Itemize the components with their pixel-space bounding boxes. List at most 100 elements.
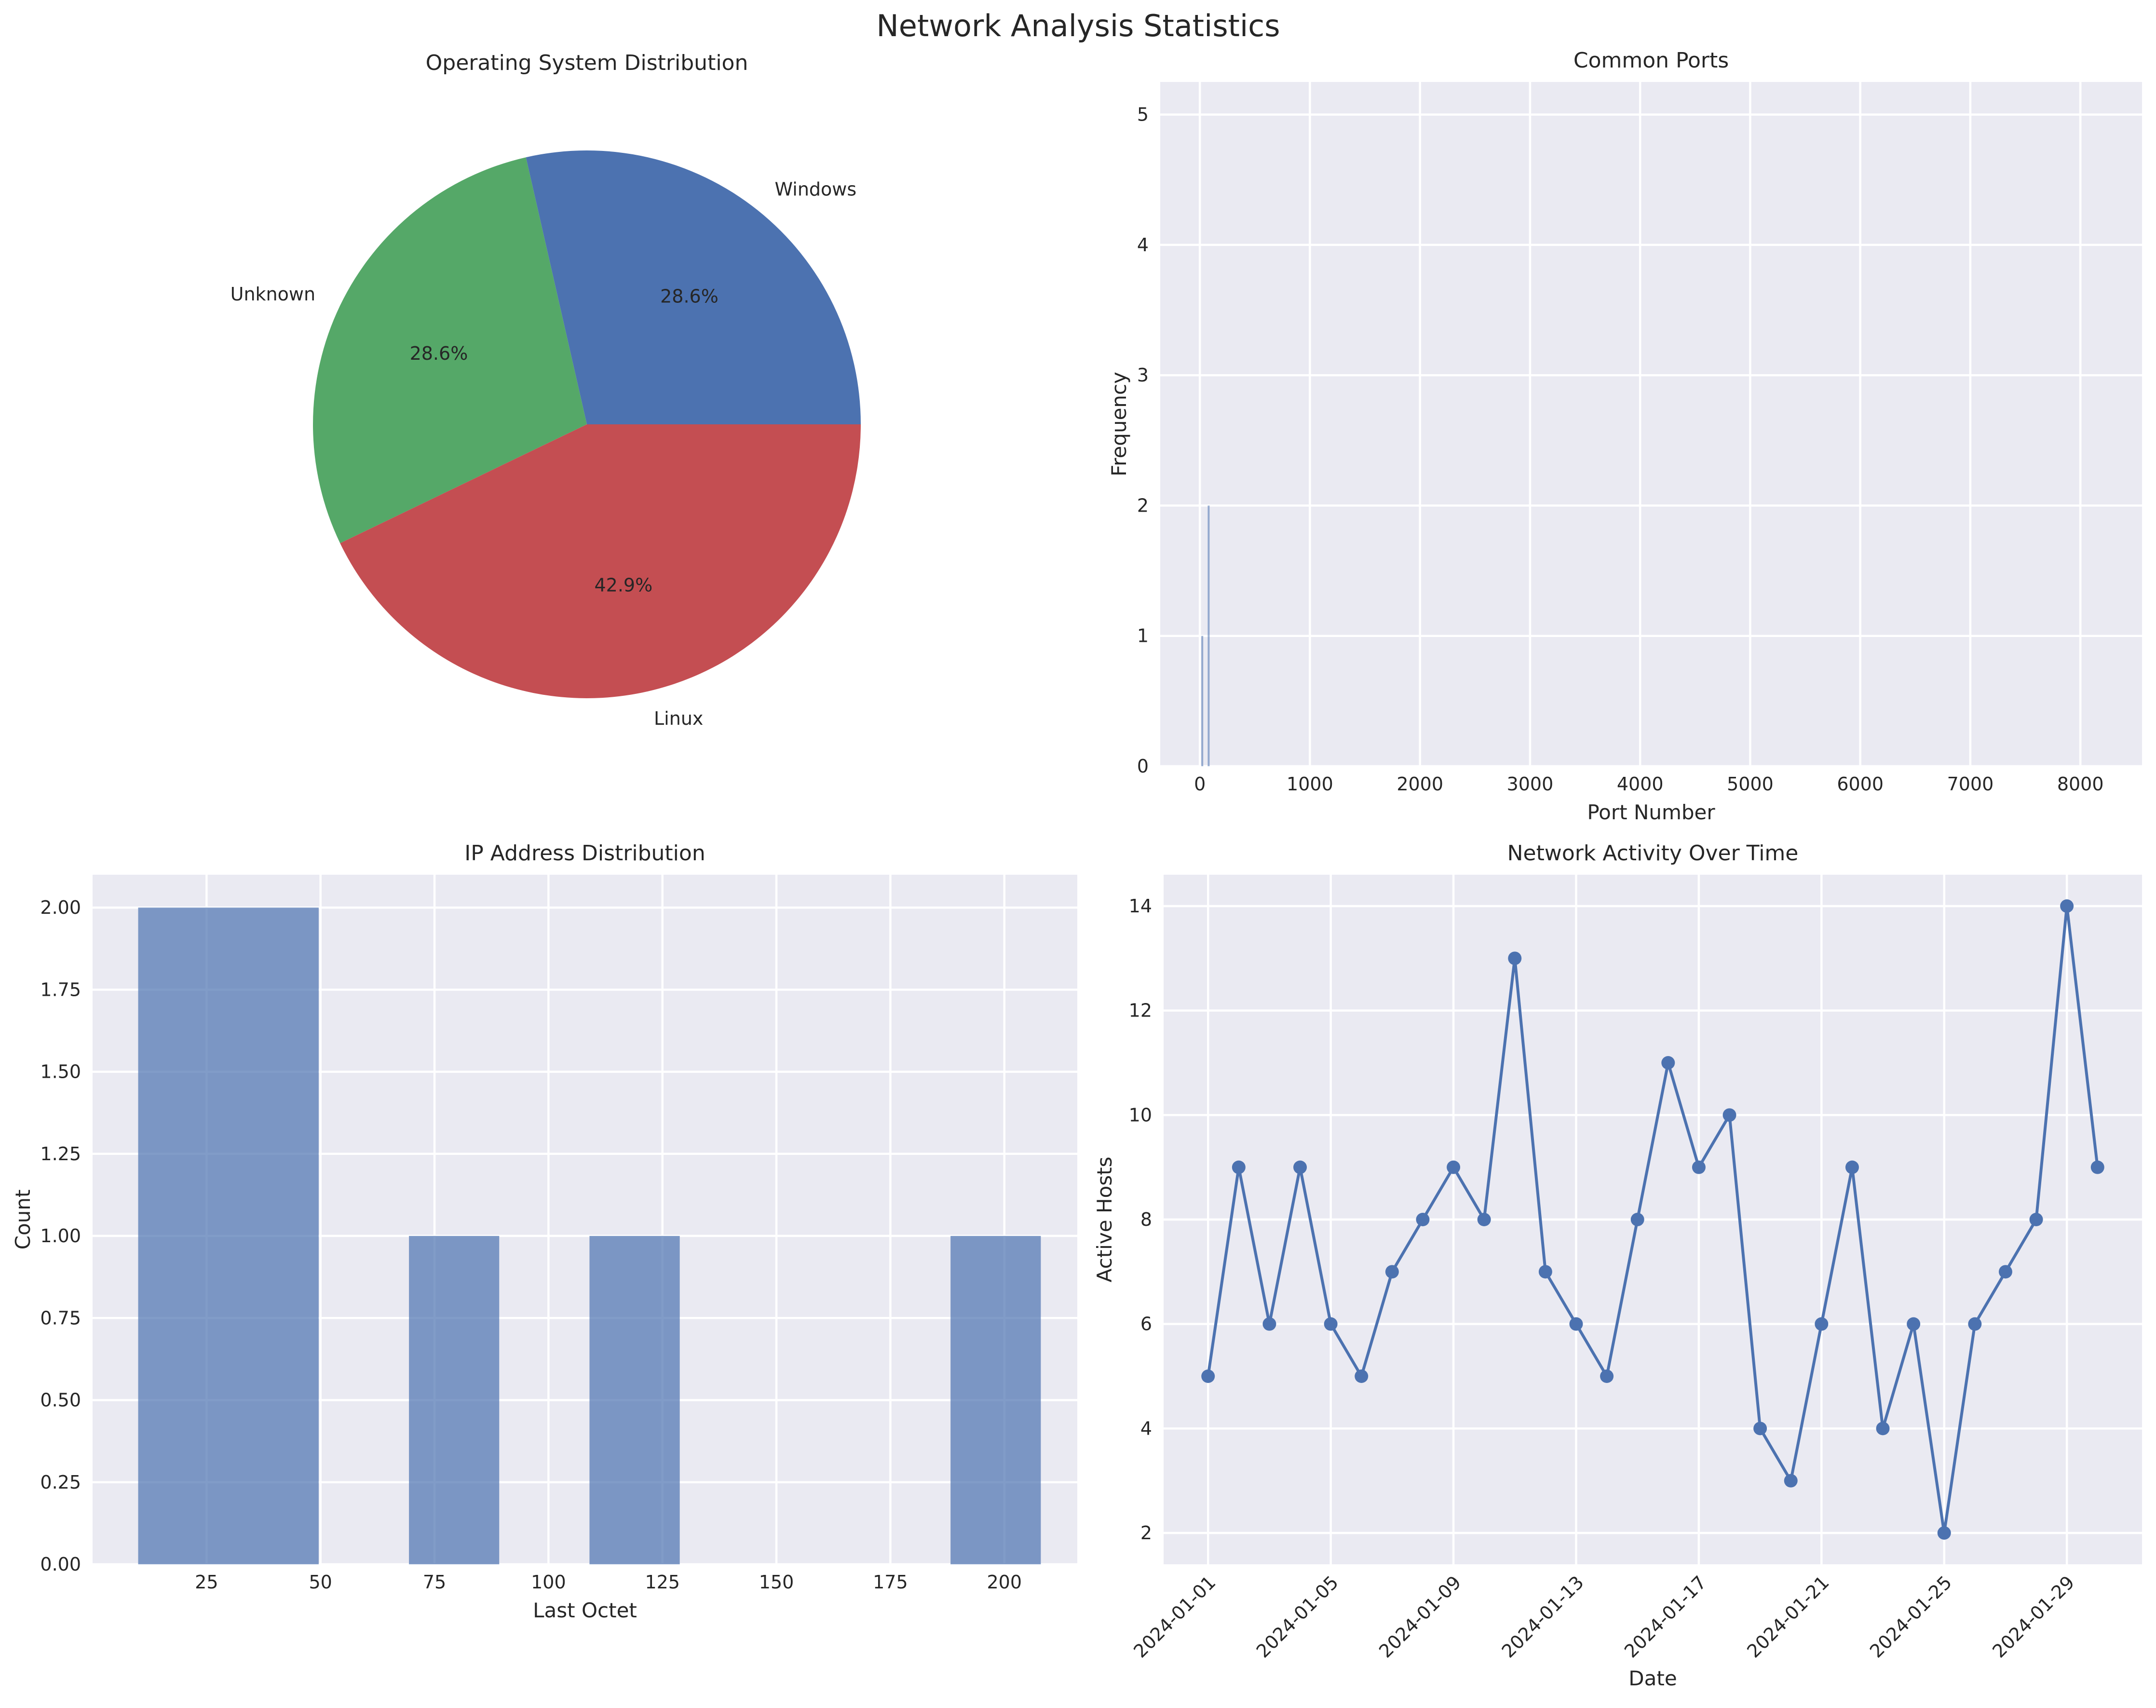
ports-x-tick-label: 4000: [1617, 773, 1664, 795]
ip-y-tick-label: 0.50: [40, 1390, 81, 1411]
network-activity-chart: 2024-01-01 2024-01-05 2024-01-09 2024-01-13…: [1093, 841, 2142, 1690]
pie-slice-windows: [526, 150, 861, 425]
activity-grid: [1164, 875, 2142, 1564]
activity-point: [1262, 1317, 1276, 1331]
os-distribution-pie-chart: Operating System Distribution Windows 28.6…: [231, 51, 861, 729]
activity-y-tick-label: 8: [1140, 1209, 1152, 1230]
ip-y-tick-label: 0.00: [40, 1554, 81, 1575]
activity-point: [1232, 1160, 1246, 1174]
pie-pct-unknown: 28.6%: [410, 343, 468, 364]
activity-point: [1998, 1265, 2012, 1279]
activity-y-tick-label: 12: [1129, 1000, 1152, 1021]
activity-point: [1753, 1422, 1767, 1436]
ports-x-tick-label: 0: [1194, 773, 1206, 795]
ip-histogram-bar: [950, 1236, 1041, 1564]
common-ports-chart: 0 1000 2000 3000 4000 5000 6000 7000 8000 0 1 2 3 4 5 C…: [1107, 48, 2142, 824]
activity-y-axis-label: Active Hosts: [1093, 1157, 1116, 1283]
ip-y-axis-label: Count: [11, 1190, 35, 1250]
ip-x-tick-label: 175: [873, 1572, 908, 1593]
pie-label-unknown: Unknown: [231, 284, 315, 305]
activity-x-tick-label: 2024-01-13: [1498, 1572, 1588, 1662]
activity-point: [1293, 1160, 1307, 1174]
pie-label-linux: Linux: [654, 708, 703, 729]
ip-y-tick-label: 1.00: [40, 1225, 81, 1247]
ip-y-tick-label: 0.75: [40, 1307, 81, 1328]
ports-y-tick-label: 0: [1137, 756, 1149, 777]
ports-y-tick-label: 1: [1137, 625, 1149, 647]
ports-y-tick-label: 2: [1137, 495, 1149, 516]
ports-x-tick-label: 7000: [1947, 773, 1994, 795]
ports-x-tick-label: 8000: [2057, 773, 2104, 795]
activity-point: [1661, 1056, 1675, 1070]
activity-point: [2060, 899, 2074, 913]
activity-y-tick-label: 10: [1129, 1104, 1152, 1125]
activity-line: [1207, 905, 2099, 1534]
ports-bar: [1207, 505, 1210, 766]
activity-y-tick-label: 14: [1129, 895, 1152, 917]
activity-y-tick-label: 6: [1140, 1314, 1152, 1335]
activity-point: [1630, 1213, 1644, 1226]
ports-x-tick-label: 3000: [1507, 773, 1554, 795]
pie-pct-linux: 42.9%: [594, 574, 652, 596]
ports-x-tick-label: 5000: [1727, 773, 1774, 795]
ip-x-axis-label: Last Octet: [533, 1599, 637, 1622]
ip-y-tick-label: 1.50: [40, 1061, 81, 1083]
activity-point: [1569, 1317, 1583, 1331]
ip-histogram-bar: [138, 908, 319, 1564]
activity-point: [1692, 1160, 1706, 1174]
activity-x-tick-label: 2024-01-29: [1988, 1572, 2078, 1662]
ports-y-tick-label: 3: [1137, 365, 1149, 386]
activity-x-tick-label: 2024-01-09: [1375, 1572, 1465, 1662]
ports-y-tick-label: 5: [1137, 104, 1149, 125]
activity-point: [1937, 1526, 1951, 1540]
activity-point: [1477, 1213, 1491, 1226]
activity-y-tick-label: 2: [1140, 1522, 1152, 1544]
activity-point: [1876, 1422, 1890, 1436]
activity-point: [1722, 1108, 1736, 1122]
activity-title: Network Activity Over Time: [1507, 841, 1799, 866]
activity-point: [1538, 1265, 1552, 1279]
pie-slice-unknown: [313, 157, 587, 543]
ip-title: IP Address Distribution: [464, 841, 705, 866]
ip-x-tick-label: 50: [309, 1572, 332, 1593]
pie-pct-windows: 28.6%: [660, 286, 719, 307]
pie-label-windows: Windows: [775, 179, 857, 200]
activity-x-tick-label: 2024-01-25: [1866, 1572, 1956, 1662]
activity-x-tick-label: 2024-01-05: [1252, 1572, 1342, 1662]
ip-histogram-bar: [589, 1236, 680, 1564]
activity-point: [1324, 1317, 1338, 1331]
ip-histogram-bar: [409, 1236, 500, 1564]
figure-title: Network Analysis Statistics: [876, 8, 1280, 43]
activity-point: [1907, 1317, 1921, 1331]
ports-x-tick-label: 2000: [1397, 773, 1443, 795]
activity-point: [1355, 1369, 1369, 1383]
activity-x-axis-label: Date: [1628, 1667, 1677, 1690]
activity-point: [1508, 951, 1522, 965]
ip-y-tick-label: 2.00: [40, 897, 81, 918]
activity-x-tick-label: 2024-01-17: [1620, 1572, 1710, 1662]
ports-bar: [1201, 636, 1204, 766]
activity-point: [2029, 1213, 2043, 1226]
activity-point: [1447, 1160, 1461, 1174]
activity-point: [1416, 1213, 1430, 1226]
ports-x-tick-label: 1000: [1287, 773, 1333, 795]
ports-grid: [1160, 82, 2142, 768]
activity-point: [1815, 1317, 1829, 1331]
ip-x-tick-label: 25: [195, 1572, 218, 1593]
ip-y-tick-label: 1.75: [40, 979, 81, 1000]
activity-x-tick-label: 2024-01-01: [1129, 1572, 1220, 1662]
ip-x-tick-label: 100: [531, 1572, 566, 1593]
activity-point: [1968, 1317, 1982, 1331]
ip-x-tick-label: 125: [645, 1572, 680, 1593]
activity-y-tick-label: 4: [1140, 1418, 1152, 1439]
ports-plot-area: [1160, 82, 2142, 766]
activity-point: [1845, 1160, 1859, 1174]
ports-y-axis-label: Frequency: [1107, 372, 1131, 476]
pie-slice-linux: [340, 424, 861, 698]
ports-x-tick-label: 6000: [1837, 773, 1884, 795]
pie-title: Operating System Distribution: [426, 51, 748, 75]
ports-title: Common Ports: [1573, 48, 1729, 73]
ip-distribution-chart: 25 50 75 100 125 150 175 200 0.00 0.25 0.50 0.75 1.0…: [11, 841, 1077, 1622]
ports-x-axis-label: Port Number: [1587, 800, 1715, 824]
